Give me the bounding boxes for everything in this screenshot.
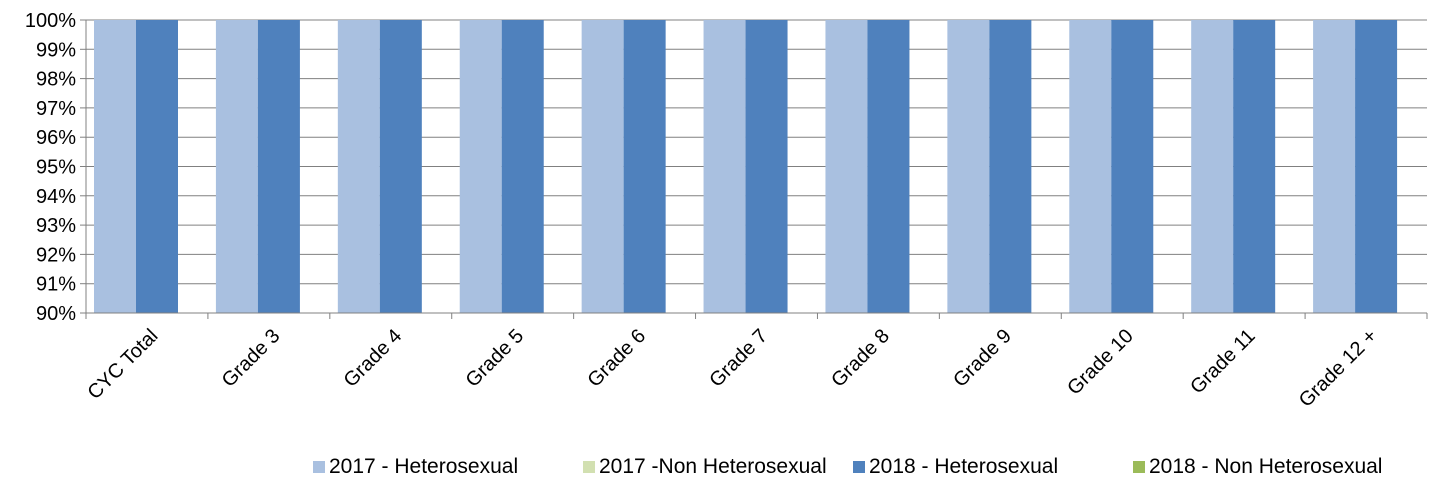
y-tick-label: 93% xyxy=(36,215,76,237)
legend-swatch xyxy=(1133,461,1145,473)
x-tick-label: Grade 3 xyxy=(218,325,285,392)
bar-2018-heterosexual-grade-5 xyxy=(501,20,544,313)
bar-2018-heterosexual-grade-6 xyxy=(623,20,666,313)
x-tick-label: Grade 10 xyxy=(1063,325,1138,400)
y-tick-label: 94% xyxy=(36,186,76,208)
bar-2018-heterosexual-grade-12- xyxy=(1355,20,1398,313)
x-tick-label: CYC Total xyxy=(84,325,163,404)
y-axis-tick-labels: 90% 91% 92% 93% 94% 95% 96% 97% 98% 99% 100% xyxy=(25,10,76,325)
y-tick-label: 98% xyxy=(36,69,76,91)
y-tick-label: 97% xyxy=(36,98,76,120)
bar-2017-heterosexual-grade-10 xyxy=(1069,20,1112,313)
bar-2018-heterosexual-grade-4 xyxy=(379,20,422,313)
legend-swatch xyxy=(313,461,325,473)
bar-2017-heterosexual-grade-11 xyxy=(1191,20,1234,313)
bar-2017-heterosexual-grade-12- xyxy=(1313,20,1356,313)
bar-2018-heterosexual-grade-7 xyxy=(745,20,788,313)
x-tick-label: Grade 9 xyxy=(949,325,1016,392)
y-tick-label: 100% xyxy=(25,10,76,32)
x-tick-label: Grade 4 xyxy=(340,325,407,392)
bar-2017-heterosexual-grade-6 xyxy=(581,20,624,313)
bars xyxy=(94,20,1398,313)
bar-2018-heterosexual-grade-10 xyxy=(1111,20,1154,313)
legend-swatch xyxy=(853,461,865,473)
bar-2017-heterosexual-grade-9 xyxy=(947,20,990,313)
y-tick-label: 96% xyxy=(36,127,76,149)
legend-swatch xyxy=(583,461,595,473)
bar-2017-heterosexual-grade-8 xyxy=(825,20,868,313)
legend-label: 2018 - Heterosexual xyxy=(869,455,1058,478)
bar-2017-heterosexual-grade-3 xyxy=(215,20,258,313)
bar-2018-heterosexual-grade-9 xyxy=(989,20,1032,313)
y-tick-label: 95% xyxy=(36,157,76,179)
x-tick-label: Grade 8 xyxy=(827,325,894,392)
bar-2018-heterosexual-cyc-total xyxy=(136,20,178,313)
bar-2017-heterosexual-cyc-total xyxy=(94,20,136,313)
axes xyxy=(80,19,1428,319)
legend-label: 2018 - Non Heterosexual xyxy=(1149,455,1382,478)
bar-2017-heterosexual-grade-7 xyxy=(703,20,746,313)
legend: 2017 - Heterosexual 2017 -Non Heterosexua… xyxy=(313,455,1382,478)
x-tick-label: Grade 12 + xyxy=(1295,325,1382,412)
legend-label: 2017 - Heterosexual xyxy=(329,455,518,478)
y-tick-label: 92% xyxy=(36,244,76,266)
x-tick-label: Grade 7 xyxy=(705,325,772,392)
bar-2018-heterosexual-grade-11 xyxy=(1233,20,1276,313)
y-tick-label: 91% xyxy=(36,274,76,296)
x-axis-tick-labels: CYC Total Grade 3 Grade 4 Grade 5 Grade 6 Gra… xyxy=(84,325,1382,412)
y-tick-label: 99% xyxy=(36,39,76,61)
bar-2018-heterosexual-grade-3 xyxy=(257,20,300,313)
x-tick-label: Grade 6 xyxy=(583,325,650,392)
x-tick-label: Grade 5 xyxy=(462,325,529,392)
bar-2018-heterosexual-grade-8 xyxy=(867,20,910,313)
legend-label: 2017 -Non Heterosexual xyxy=(599,455,827,478)
x-tick-label: Grade 11 xyxy=(1186,325,1259,398)
bar-2017-heterosexual-grade-5 xyxy=(459,20,502,313)
y-tick-label: 90% xyxy=(36,303,76,325)
bar-2017-heterosexual-grade-4 xyxy=(337,20,380,313)
